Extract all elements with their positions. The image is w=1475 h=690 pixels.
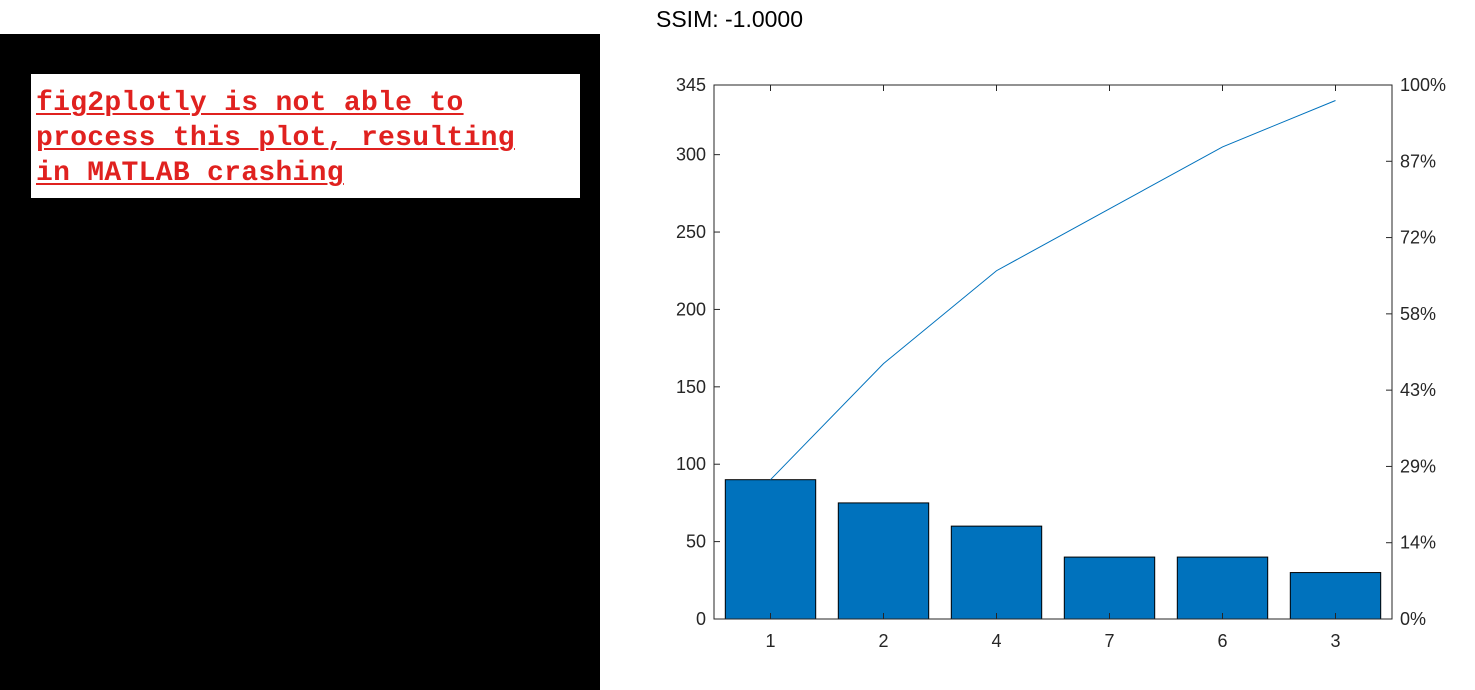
y2-tick-label: 29% bbox=[1400, 456, 1436, 476]
y-tick-label: 250 bbox=[676, 222, 706, 242]
bar-4 bbox=[950, 525, 1043, 620]
x-tick-label: 4 bbox=[991, 631, 1001, 651]
y2-tick-label: 14% bbox=[1400, 533, 1436, 553]
plot-frame bbox=[713, 84, 1393, 620]
bar-7 bbox=[1063, 556, 1156, 620]
chart-title: SSIM: -1.0000 bbox=[656, 6, 804, 32]
y2-tick-label: 87% bbox=[1400, 151, 1436, 171]
y-tick-label: 300 bbox=[676, 145, 706, 165]
y-tick-label: 0 bbox=[696, 609, 706, 629]
error-message-box: fig2plotly is not able to process this p… bbox=[31, 74, 580, 198]
y2-tick-label: 43% bbox=[1400, 380, 1436, 400]
x-tick-label: 7 bbox=[1104, 631, 1114, 651]
y-tick-label: 200 bbox=[676, 299, 706, 319]
left-panel: fig2plotly is not able to process this p… bbox=[0, 34, 600, 690]
pareto-chart: 0 50 100 150 200 250 300 345 0% 14% 29% 43% 58% 72% 87… bbox=[676, 75, 1446, 651]
x-tick-label: 1 bbox=[765, 631, 775, 651]
cumulative-line bbox=[770, 100, 1336, 481]
y-tick-label: 100 bbox=[676, 454, 706, 474]
axes-layer: 0 50 100 150 200 250 300 345 0% 14% 29% 43% 58% 72% 87… bbox=[676, 75, 1446, 651]
y2-tick-label: 58% bbox=[1400, 304, 1436, 324]
x-tick-label: 3 bbox=[1330, 631, 1340, 651]
error-message: fig2plotly is not able to process this p… bbox=[36, 88, 515, 189]
y2-tick-label: 100% bbox=[1400, 75, 1446, 95]
bar-6 bbox=[1176, 556, 1269, 620]
y2-tick-label: 0% bbox=[1400, 609, 1426, 629]
x-tick-label: 6 bbox=[1217, 631, 1227, 651]
bar-3 bbox=[1289, 572, 1382, 620]
bar-2 bbox=[837, 502, 930, 620]
bars-layer bbox=[724, 479, 1382, 620]
y2-tick-label: 72% bbox=[1400, 228, 1436, 248]
x-tick-label: 2 bbox=[878, 631, 888, 651]
y-tick-label: 150 bbox=[676, 377, 706, 397]
y-tick-label: 50 bbox=[686, 532, 706, 552]
bar-1 bbox=[724, 479, 817, 620]
y-tick-label: 345 bbox=[676, 75, 706, 95]
cumulative-line-layer bbox=[770, 100, 1336, 481]
